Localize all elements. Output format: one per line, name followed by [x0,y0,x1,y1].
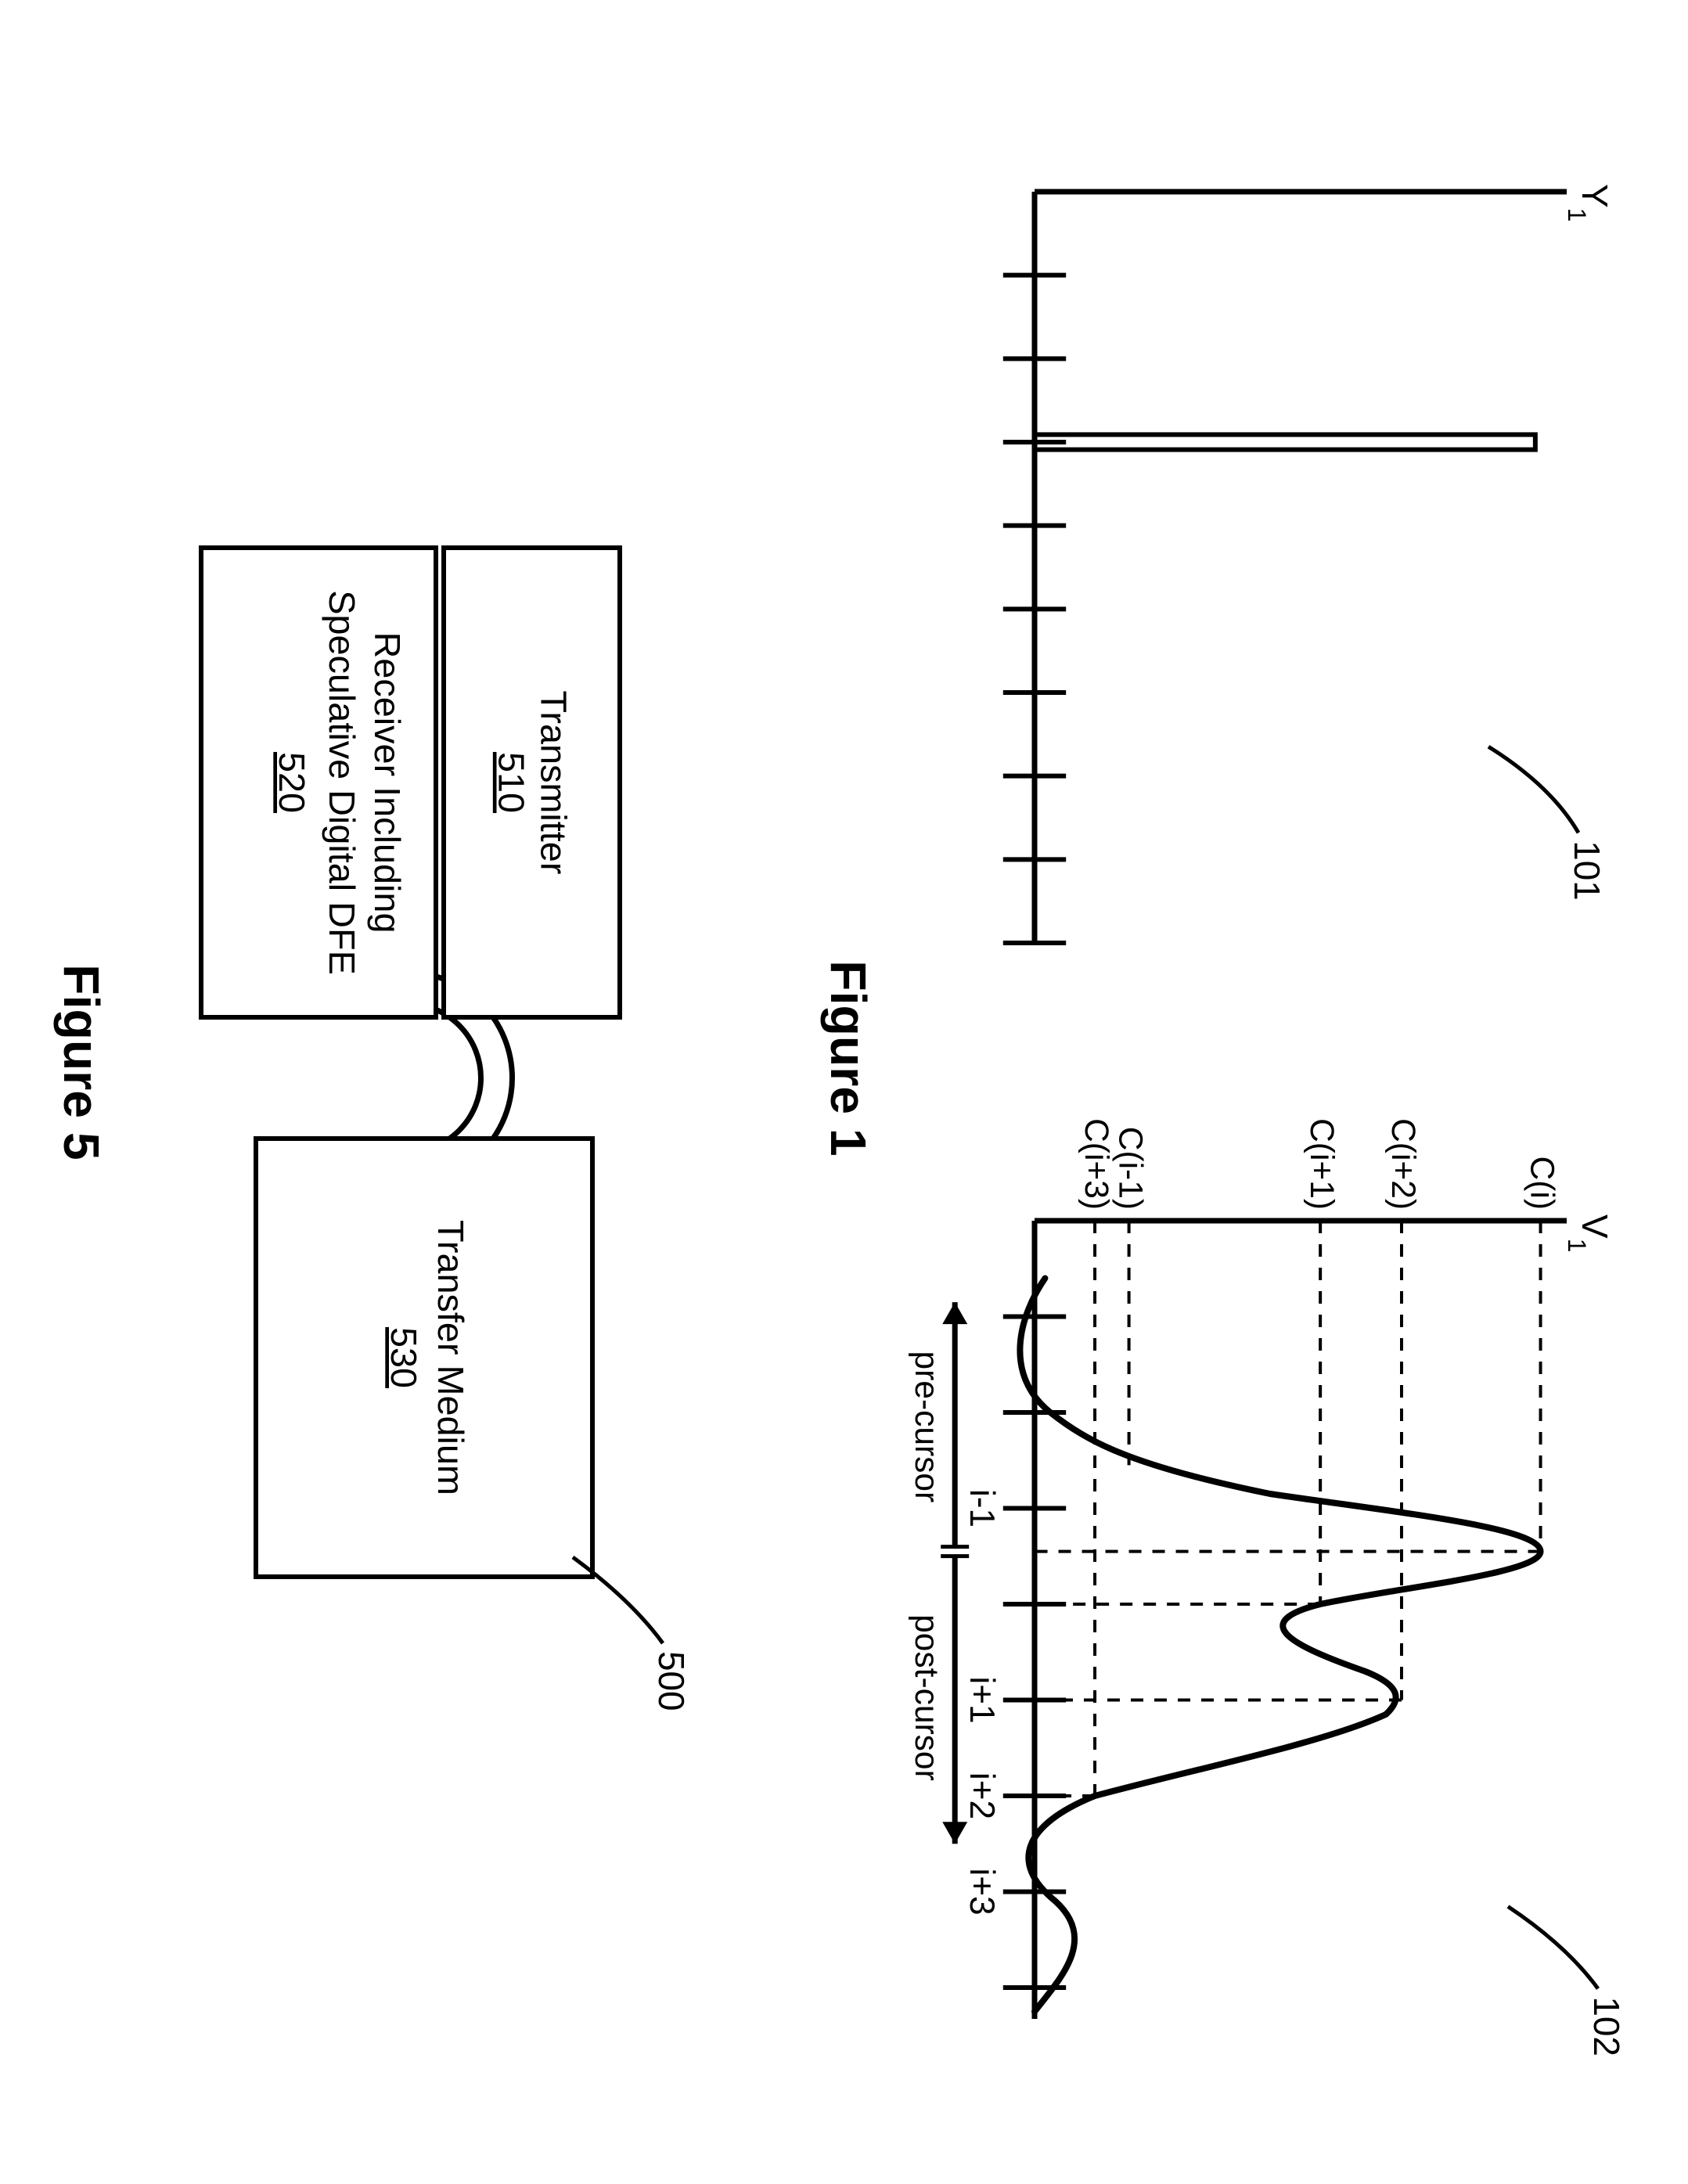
fig1-left-leader [1488,747,1578,833]
fig1-response-curve [1020,1279,1540,2012]
fig5-receiver-title2: Speculative Digital DFE [322,590,362,975]
fig5-ref: 500 [651,1651,692,1711]
fig1-right-ticklabel: i-1 [963,1489,1001,1527]
fig5-caption: Figure 5 [53,964,110,1160]
fig1-cursor-label: C(i+1) [1303,1118,1340,1210]
fig5-transmitter-num: 510 [491,752,532,813]
fig1-right-ticklabel: i+3 [963,1868,1001,1915]
fig1-cursor-label: C(i-1) [1112,1127,1149,1210]
fig1-impulse [1035,434,1535,449]
fig1-right-ticklabel: i+1 [963,1676,1001,1723]
precursor-label: pre-cursor [908,1351,945,1503]
fig1-right-ticklabel: i+2 [963,1772,1001,1819]
fig5-transmitter-title: Transmitter [534,691,574,875]
fig1-right-ylabel: V1 [1563,1214,1615,1252]
fig5-receiver-title1: Receiver Including [367,632,408,934]
fig1-cursor-label: C(i) [1524,1157,1560,1210]
precursor-arrow-head [942,1302,967,1324]
fig1-caption: Figure 1 [820,960,876,1156]
fig5-arc-inner [407,1004,481,1153]
fig5-receiver-num: 520 [272,752,312,813]
page-canvas: Y1 101 i-1 i+1 i+2 i+3 V1C(i) C(i+2) C(i+1) C(i-1… [0,0,1688,2184]
fig5-medium-title: Transfer Medium [430,1220,471,1495]
fig1-left-ylabel: Y1 [1563,184,1615,221]
fig1-left-ref: 101 [1567,840,1607,901]
postcursor-label: post-cursor [908,1614,945,1781]
postcursor-arrow-head [942,1822,967,1844]
fig1-cursor-label: C(i+2) [1384,1118,1421,1210]
fig1-right-leader [1508,1906,1598,1988]
fig1-right-ref: 102 [1586,1996,1627,2056]
fig1-cursor-label: C(i+3) [1078,1118,1114,1210]
fig5-medium-num: 530 [383,1327,424,1388]
